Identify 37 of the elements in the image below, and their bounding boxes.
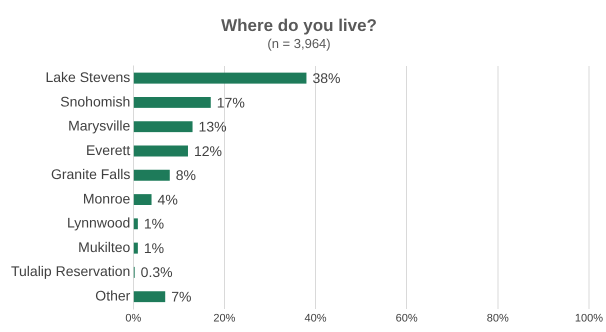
y-tick-label: Other — [95, 288, 131, 304]
bar — [134, 170, 170, 181]
x-tick-label: 0% — [125, 312, 142, 324]
y-tick-label: Lake Stevens — [45, 69, 130, 85]
y-tick-label: Mukilteo — [78, 238, 131, 255]
bar — [134, 72, 306, 84]
y-tick-label: Everett — [86, 142, 130, 158]
data-label: 4% — [158, 191, 178, 208]
bar — [134, 242, 138, 254]
y-tick-label: Marysville — [68, 118, 131, 134]
data-label: 7% — [171, 288, 192, 305]
x-tick-label: 100% — [574, 312, 604, 324]
bar — [134, 291, 166, 302]
x-tick-label: 60% — [396, 312, 418, 324]
chart-title: Where do you live? — [221, 16, 377, 35]
data-label: 1% — [144, 240, 164, 256]
bar — [134, 96, 211, 108]
data-label: 12% — [194, 142, 222, 159]
data-label: 0.3% — [140, 264, 173, 280]
data-label: 13% — [198, 118, 227, 135]
bar — [134, 121, 193, 132]
y-tick-label: Tulalip Reservation — [10, 263, 130, 280]
y-tick-label: Granite Falls — [50, 166, 130, 182]
x-tick-label: 40% — [304, 312, 327, 324]
bar — [134, 218, 138, 230]
y-tick-label: Monroe — [82, 190, 131, 206]
data-label: 1% — [144, 216, 164, 232]
data-label: 17% — [216, 94, 245, 110]
chart-subtitle: (n = 3,964) — [267, 36, 331, 51]
y-tick-label: Lynnwood — [67, 214, 130, 231]
x-tick-label: 20% — [213, 312, 236, 324]
data-label: 8% — [176, 167, 196, 184]
y-tick-label: Snohomish — [60, 93, 130, 110]
bar — [134, 194, 152, 206]
data-label: 38% — [312, 70, 340, 86]
x-tick-label: 80% — [486, 312, 510, 324]
bar — [134, 146, 188, 156]
